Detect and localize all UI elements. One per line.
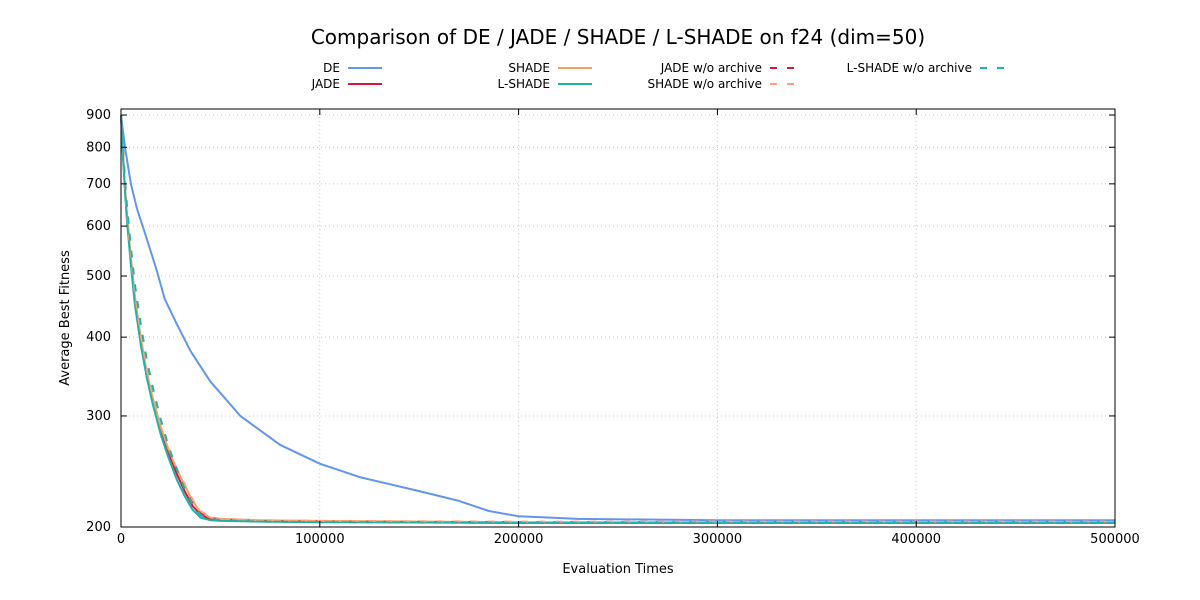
y-tick-label: 700 (86, 177, 111, 192)
grid (121, 109, 1115, 527)
x-tick-label: 400000 (891, 532, 941, 547)
y-tick-label: 800 (86, 140, 111, 155)
y-axis-label: Average Best Fitness (58, 250, 73, 386)
x-tick-label: 0 (117, 532, 125, 547)
legend-label: JADE w/o archive (660, 61, 762, 75)
series-line (120, 114, 1115, 524)
legend: DE JADE SHADE L-SHADE JADE w/o archive SHADE … (311, 61, 1014, 91)
series-line (120, 114, 1115, 524)
chart-title: Comparison of DE / JADE / SHADE / L-SHAD… (311, 25, 925, 49)
series-line (120, 114, 1115, 524)
legend-label: SHADE (508, 61, 550, 75)
series-line (120, 114, 1115, 522)
y-tick-label: 200 (86, 520, 111, 535)
legend-label: JADE (311, 77, 340, 91)
y-tick-label: 900 (86, 108, 111, 123)
legend-label: L-SHADE (498, 77, 550, 91)
series-line (120, 114, 1115, 524)
x-tick-label: 100000 (295, 532, 345, 547)
y-tick-label: 500 (86, 269, 111, 284)
plot-series (120, 114, 1115, 524)
x-tick-label: 500000 (1090, 532, 1140, 547)
y-tick-label: 300 (86, 409, 111, 424)
plot-frame (120, 108, 1116, 528)
y-tick-label: 400 (86, 330, 111, 345)
axis-ticks: 0 100000 200000 300000 400000 500000 200 300 400… (86, 108, 1140, 547)
y-tick-label: 600 (86, 219, 111, 234)
legend-label: L-SHADE w/o archive (847, 61, 972, 75)
x-tick-label: 200000 (494, 532, 544, 547)
legend-label: SHADE w/o archive (647, 77, 762, 91)
series-line (120, 114, 1115, 524)
series-line (120, 114, 1115, 523)
x-tick-label: 300000 (693, 532, 743, 547)
x-axis-label: Evaluation Times (562, 562, 674, 577)
legend-label: DE (323, 61, 340, 75)
